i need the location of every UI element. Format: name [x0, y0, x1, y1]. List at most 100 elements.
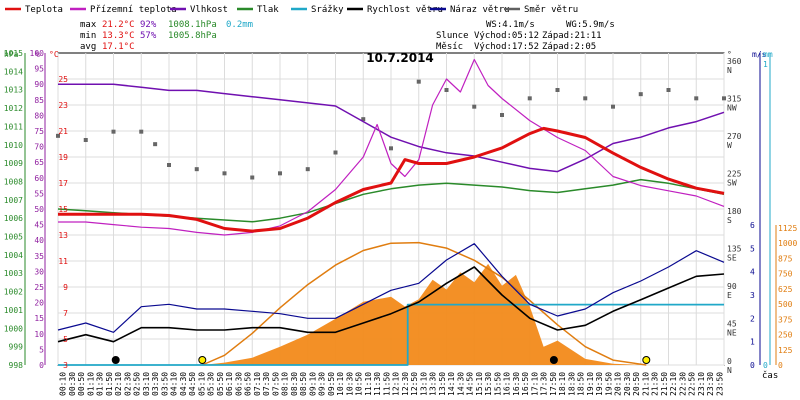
stat-sun-rise: Východ:05:12 — [474, 31, 539, 41]
axis-time-tick: 00:10 — [59, 372, 68, 396]
legend-label: Vlhkost — [190, 5, 228, 15]
axis-percent-tick: 100 — [30, 49, 45, 58]
axis-percent-tick: 70 — [34, 143, 44, 152]
axis-rain-unit: mm — [763, 50, 773, 59]
stat-max-temp: 21.2°C — [102, 20, 135, 30]
axis-direction-compass: N — [727, 66, 732, 75]
axis-time-tick: 01:50 — [105, 372, 114, 396]
legend-item-4: Tlak — [237, 5, 279, 15]
axis-percent-tick: 85 — [34, 96, 44, 105]
axis-time-tick: 15:10 — [475, 372, 484, 396]
axis-time-tick: 10:10 — [336, 372, 345, 396]
axis-hpa-tick: 1013 — [4, 86, 23, 95]
axis-time-tick: 14:10 — [447, 372, 456, 396]
axis-time-tick: 21:50 — [660, 372, 669, 396]
series-rain-total — [58, 303, 724, 366]
axis-direction-tick: 360 — [727, 57, 742, 66]
series-wind-direction-point — [153, 142, 158, 147]
axis-wind-tick: 3 — [750, 291, 755, 300]
axis-hpa-tick: 1001 — [4, 306, 23, 315]
axis-time-tick: 23:10 — [697, 372, 706, 396]
axis-solar-tick: 1125 — [778, 224, 797, 233]
axis-time-tick: 19:50 — [604, 372, 613, 396]
legend-item-2: Přízemní teplota — [70, 5, 177, 15]
stat-max-hum: 92% — [140, 20, 157, 30]
axis-solar-tick: 875 — [778, 254, 793, 263]
series-wind-direction-point — [305, 167, 310, 172]
axis-time-tick: 10:30 — [345, 372, 354, 396]
axis-direction-tick: 90 — [727, 282, 737, 291]
legend-label: Tlak — [257, 5, 279, 15]
marker-layer — [111, 356, 651, 364]
axis-time-tick: 00:50 — [77, 372, 86, 396]
axis-wind-tick: 4 — [750, 268, 755, 277]
axis-celsius-tick: 11 — [58, 257, 68, 266]
axis-time-tick: 13:30 — [429, 372, 438, 396]
legend: Teplota Přízemní teplota Vlhkost Tlak Srážky… — [5, 5, 578, 15]
axis-celsius-tick: 13 — [58, 231, 68, 240]
axis-time-tick: 12:30 — [401, 372, 410, 396]
series-wind-direction-point — [472, 104, 477, 109]
axis-celsius-tick: 21 — [58, 127, 68, 136]
series-wind-direction-point — [222, 171, 227, 176]
stat-max-pres: 1008.1hPa — [168, 20, 217, 30]
axis-direction-tick: 180 — [727, 207, 742, 216]
axis-celsius-tick: 9 — [63, 283, 68, 292]
axis-percent-tick: 65 — [34, 158, 44, 167]
axis-wind-tick: 2 — [750, 314, 755, 323]
series-wind-direction-point — [555, 88, 560, 92]
stat-ws: WS:4.1m/s — [486, 20, 535, 30]
axis-time-tick: 06:30 — [234, 372, 243, 396]
axis-percent-tick: 30 — [34, 267, 44, 276]
legend-label: Přízemní teplota — [90, 5, 177, 15]
legend-label: Směr větru — [524, 5, 578, 15]
axis-time-tick: 13:10 — [419, 372, 428, 396]
legend-item-8: Směr větru — [504, 5, 578, 15]
axis-time-tick: 16:50 — [521, 372, 530, 396]
axis-time-tick: 21:10 — [641, 372, 650, 396]
axis-time-tick: 09:10 — [308, 372, 317, 396]
axis-percent-tick: 75 — [34, 127, 44, 136]
x-axis-label: čas — [762, 370, 778, 381]
axis-celsius-tick: 17 — [58, 179, 68, 188]
series-wind-direction-point — [250, 175, 255, 180]
axis-time-tick: 03:30 — [151, 372, 160, 396]
legend-label: Náraz větru — [450, 5, 510, 15]
axis-time-tick: 20:30 — [623, 372, 632, 396]
axis-time-tick: 20:10 — [614, 372, 623, 396]
stat-avg-label: avg — [80, 42, 96, 52]
axis-hpa-tick: 1015 — [4, 49, 23, 58]
axis-time-tick: 09:50 — [327, 372, 336, 396]
axis-time-tick: 18:50 — [577, 372, 586, 396]
series-wind-direction-point — [83, 138, 88, 142]
axis-time-tick: 04:10 — [170, 372, 179, 396]
sunrise-marker — [198, 356, 207, 364]
axis-direction-tick: 135 — [727, 245, 742, 254]
axis-solar-tick: 625 — [778, 285, 793, 294]
stat-moon-label: Měsíc — [436, 42, 463, 52]
series-wind-direction-point — [527, 96, 532, 101]
axis-time-tick: 20:50 — [632, 372, 641, 396]
axis-wind-tick: 1 — [750, 338, 755, 347]
axis-time-tick: 07:50 — [271, 372, 280, 396]
axis-time-tick: 07:10 — [253, 372, 262, 396]
axis-time-tick: 23:50 — [715, 372, 724, 396]
series-wind-direction-point — [666, 88, 671, 92]
axis-percent-tick: 10 — [34, 330, 44, 339]
axis-time-tick: 02:30 — [123, 372, 132, 396]
axis-hpa-tick: 1007 — [4, 196, 23, 205]
legend-item-5: Srážky — [291, 5, 344, 15]
axis-solar: 0 125 250 375 500 625 750 875 1000 1125 — [775, 224, 797, 370]
stat-moon-rise: Východ:17:52 — [474, 42, 539, 52]
series-wind-direction-point — [500, 113, 504, 117]
axis-percent-tick: 50 — [34, 205, 44, 214]
series-wind-direction-point — [194, 167, 199, 172]
axis-time-tick: 03:50 — [160, 372, 169, 396]
axis-time-tick: 17:50 — [549, 372, 558, 396]
axis-time-tick: 19:30 — [595, 372, 604, 396]
axis-time-tick: 12:50 — [410, 372, 419, 396]
sunset-marker — [642, 356, 651, 364]
axis-hpa-tick: 1010 — [4, 141, 23, 150]
axis-time-tick: 09:30 — [318, 372, 327, 396]
